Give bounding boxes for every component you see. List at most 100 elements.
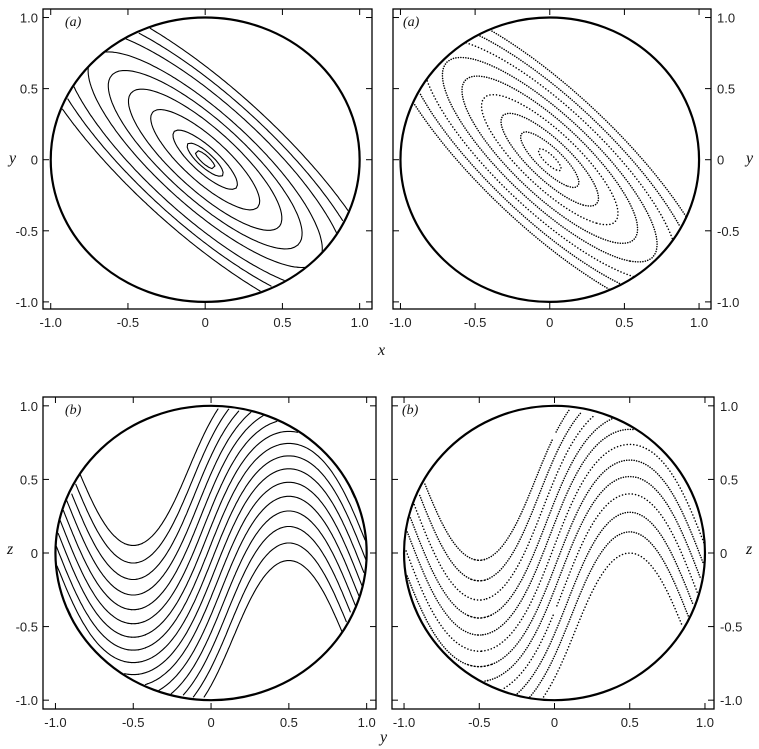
orbit-curve-12: [137, 592, 143, 596]
orbit-curve-14: [135, 408, 230, 564]
orbit-curve-9: [149, 27, 349, 211]
tick-group: -1.0 -0.5 0 0.5 1.0 1.0 0.5 0 -0.5 -1.0: [392, 397, 742, 730]
orbit-curve-9: [413, 503, 476, 601]
orbit-curve-9: [480, 598, 486, 601]
orbit-curve-11: [423, 481, 476, 561]
y-tick-label: 1.0: [720, 399, 738, 414]
tick-group: -1.0 -0.5 0 0.5 1.0 1.0 0.5 0 -0.5 -1.0: [16, 9, 372, 330]
orbit-curve-6: [139, 468, 365, 675]
orbit-curve-9: [144, 430, 299, 636]
orbit-curve-8: [466, 614, 472, 618]
panel-a-right: -1.0 -0.5 0 0.5 1.0 1.0 0.5 0 -0.5 -1.0 (a): [389, 8, 739, 330]
axis-label-z-bottom-right: z: [745, 541, 753, 558]
orbit-curve-3: [170, 510, 356, 695]
orbit-curve-9: [120, 634, 126, 637]
orbit-curve-11: [62, 509, 129, 610]
x-tick-label: 0: [207, 715, 214, 730]
y-tick-label: 0: [31, 153, 38, 168]
orbit-curve-8: [473, 616, 479, 619]
orbit-curve-8: [489, 29, 687, 217]
x-tick-label: 0: [551, 715, 558, 730]
y-tick-label: 1.0: [20, 399, 38, 414]
tick-group: -1.0 -0.5 0 0.5 1.0 1.0 0.5 0 -0.5 -1.0: [16, 397, 376, 730]
orbit-curve-1: [519, 131, 580, 189]
boundary-circle: [399, 16, 701, 303]
orbit-curve-15: [142, 408, 219, 544]
orbit-curve-15: [137, 543, 143, 546]
x-tick-label: 1.0: [696, 715, 714, 730]
x-tick-label: 1.0: [358, 715, 376, 730]
orbit-curve-12: [144, 411, 252, 593]
orbit-curve-8: [141, 647, 146, 650]
y-tick-label: 0: [717, 153, 724, 168]
y-tick-label: 0.5: [717, 82, 735, 97]
boundary-circle: [49, 16, 361, 303]
orbit-curve-3: [150, 108, 261, 211]
orbit-curve-6: [105, 51, 323, 252]
orbit-curve-3: [480, 93, 619, 226]
orbit-curve-8: [490, 418, 613, 616]
x-tick-label: 0: [202, 315, 209, 330]
orbit-curve-7: [56, 565, 126, 663]
orbit-curve-0: [537, 148, 563, 172]
y-tick-label: -1.0: [717, 295, 739, 310]
orbit-curve-8: [409, 516, 469, 617]
plot-frame: [42, 396, 377, 710]
y-tick-label: -0.5: [16, 224, 38, 239]
orbit-curve-5: [466, 663, 472, 667]
orbit-curve-13: [136, 410, 240, 580]
orbit-curve-3: [555, 493, 698, 610]
tick-group: -1.0 -0.5 0 0.5 1.0 1.0 0.5 0 -0.5 -1.0: [389, 9, 739, 330]
orbit-curve-9: [137, 635, 143, 638]
plot-frame: [391, 396, 715, 710]
axis-label-z-bottom-left: z: [6, 541, 14, 558]
orbit-curve-10: [143, 420, 278, 623]
x-tick-label: -0.5: [468, 715, 490, 730]
orbit-curve-7: [137, 661, 143, 663]
y-tick-label: 0.5: [720, 472, 738, 487]
orbit-curve-5: [483, 664, 489, 668]
y-tick-label: 1.0: [717, 11, 735, 26]
orbit-curve-8: [483, 615, 489, 619]
orbit-curve-10: [486, 411, 583, 580]
orbit-curve-8: [137, 648, 143, 651]
orbit-curve-8: [412, 102, 610, 291]
orbit-curve-6: [404, 548, 479, 652]
orbit-group: [54, 404, 368, 702]
orbit-curve-7: [479, 35, 681, 227]
plot-frame: [42, 8, 373, 310]
orbit-curve-9: [141, 634, 146, 637]
x-tick-label: -1.0: [389, 315, 411, 330]
panel-b-right: -1.0 -0.5 0 0.5 1.0 1.0 0.5 0 -0.5 -1.0 (b): [391, 396, 742, 730]
orbit-curve-11: [555, 408, 571, 433]
panel-b-left: -1.0 -0.5 0 0.5 1.0 1.0 0.5 0 -0.5 -1.0 (b): [16, 396, 377, 730]
orbit-curve-1: [192, 542, 347, 698]
panel-label: (a): [65, 15, 82, 30]
orbit-curve-1: [186, 142, 224, 177]
orbit-curve-2: [500, 112, 600, 207]
orbit-curve-12: [127, 593, 133, 596]
orbit-curve-7: [405, 529, 479, 636]
orbit-group: [402, 404, 707, 702]
orbit-group: [49, 16, 361, 303]
orbit-curve-4: [487, 475, 702, 682]
x-tick-label: 0.5: [280, 715, 298, 730]
orbit-curve-11: [473, 558, 479, 561]
x-tick-label: -0.5: [464, 315, 486, 330]
orbit-curve-6: [124, 673, 129, 675]
orbit-curve-8: [55, 545, 122, 649]
orbit-curve-0: [203, 560, 343, 698]
y-tick-label: -0.5: [720, 620, 742, 635]
orbit-curve-10: [470, 578, 476, 582]
orbit-curve-8: [120, 647, 126, 650]
orbit-curve-2: [516, 511, 695, 695]
orbit-curve-10: [59, 519, 126, 623]
boundary-circle: [402, 404, 707, 702]
orbit-curve-10: [137, 621, 143, 624]
y-tick-label: -0.5: [717, 224, 739, 239]
x-tick-label: 0.5: [615, 315, 633, 330]
x-tick-label: -0.5: [117, 315, 139, 330]
orbit-curve-6: [465, 42, 674, 241]
orbit-curve-7: [124, 661, 129, 663]
orbit-curve-3: [503, 614, 554, 689]
